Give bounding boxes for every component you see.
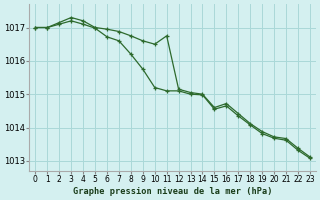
X-axis label: Graphe pression niveau de la mer (hPa): Graphe pression niveau de la mer (hPa) (73, 187, 272, 196)
